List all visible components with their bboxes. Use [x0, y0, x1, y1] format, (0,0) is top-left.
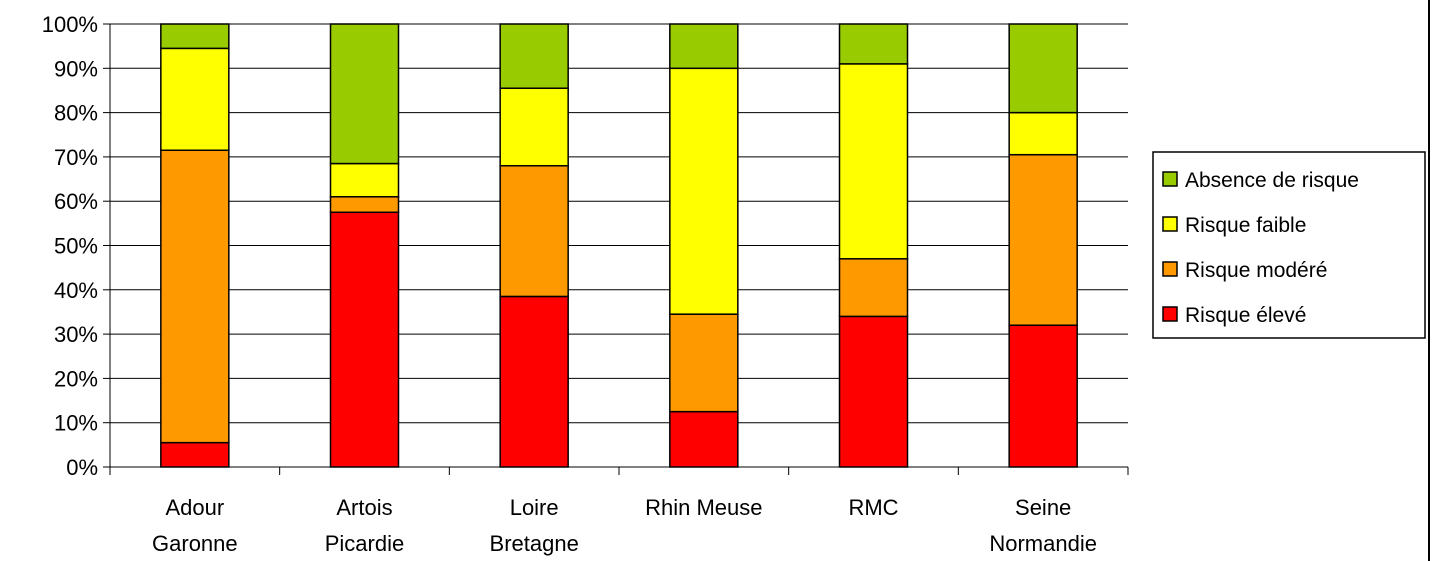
- bar-segment: [329, 23, 400, 165]
- bar-segment: [499, 295, 569, 468]
- gridlines: [110, 23, 1128, 424]
- y-tick-label: 90%: [54, 56, 98, 81]
- bar-segment: [160, 47, 230, 152]
- bar-segment: [1008, 153, 1078, 326]
- legend-swatch: [1162, 261, 1178, 277]
- bar-segment: [329, 196, 400, 214]
- bar-segment: [160, 23, 230, 50]
- legend-label: Absence de risque: [1185, 169, 1359, 192]
- legend-label: Risque élevé: [1185, 304, 1306, 327]
- axes: [109, 24, 1129, 475]
- y-tick-label: 40%: [54, 278, 98, 303]
- bar-segment: [499, 23, 569, 89]
- x-category-label: Rhin Meuse: [645, 495, 762, 520]
- bar-segment: [1008, 23, 1078, 114]
- legend-swatch: [1162, 216, 1178, 232]
- legend-label: Risque modéré: [1185, 259, 1327, 282]
- bar-segment: [1008, 111, 1078, 156]
- bar-segment: [669, 313, 739, 413]
- bar-segment: [329, 211, 400, 468]
- bar-segment: [838, 258, 909, 318]
- legend-box: [1152, 151, 1426, 339]
- y-axis-ticks: 0% 10% 20% 30% 40% 50% 60% 70% 80% 90% 100%: [42, 12, 110, 480]
- x-category-label: Artois Picardie: [325, 495, 404, 556]
- y-tick-label: 10%: [54, 411, 98, 436]
- legend: Absence de risque Risque faible Risque mod…: [1152, 151, 1426, 339]
- y-tick-label: 20%: [54, 366, 98, 391]
- bar-segment: [329, 162, 400, 198]
- x-category-label: RMC: [848, 495, 898, 520]
- frame-edge: [1428, 0, 1430, 561]
- bar-segment: [499, 165, 569, 298]
- y-tick-label: 60%: [54, 189, 98, 214]
- x-category-label: Seine Normandie: [989, 495, 1097, 556]
- y-tick-label: 100%: [42, 12, 98, 37]
- bar-segment: [669, 23, 739, 70]
- bar-segment: [669, 67, 739, 315]
- y-tick-label: 70%: [54, 145, 98, 170]
- bar-segment: [1008, 324, 1078, 468]
- legend-swatch: [1162, 306, 1178, 322]
- bars: [160, 23, 1078, 468]
- legend-label: Risque faible: [1185, 214, 1306, 237]
- bar-segment: [160, 441, 230, 468]
- bar-segment: [499, 87, 569, 167]
- bar-segment: [838, 63, 909, 260]
- y-tick-label: 50%: [54, 234, 98, 259]
- x-axis-labels: Adour Garonne Artois Picardie Loire Bretagne R…: [152, 495, 1097, 556]
- y-tick-label: 80%: [54, 101, 98, 126]
- y-tick-label: 30%: [54, 322, 98, 347]
- bar-segment: [838, 23, 909, 65]
- bar-segment: [160, 149, 230, 444]
- x-category-label: Adour Garonne: [152, 495, 238, 556]
- x-category-label: Loire Bretagne: [490, 495, 579, 556]
- y-tick-label: 0%: [66, 455, 98, 480]
- bar-segment: [838, 315, 909, 468]
- bar-segment: [669, 410, 739, 468]
- legend-swatch: [1162, 171, 1178, 187]
